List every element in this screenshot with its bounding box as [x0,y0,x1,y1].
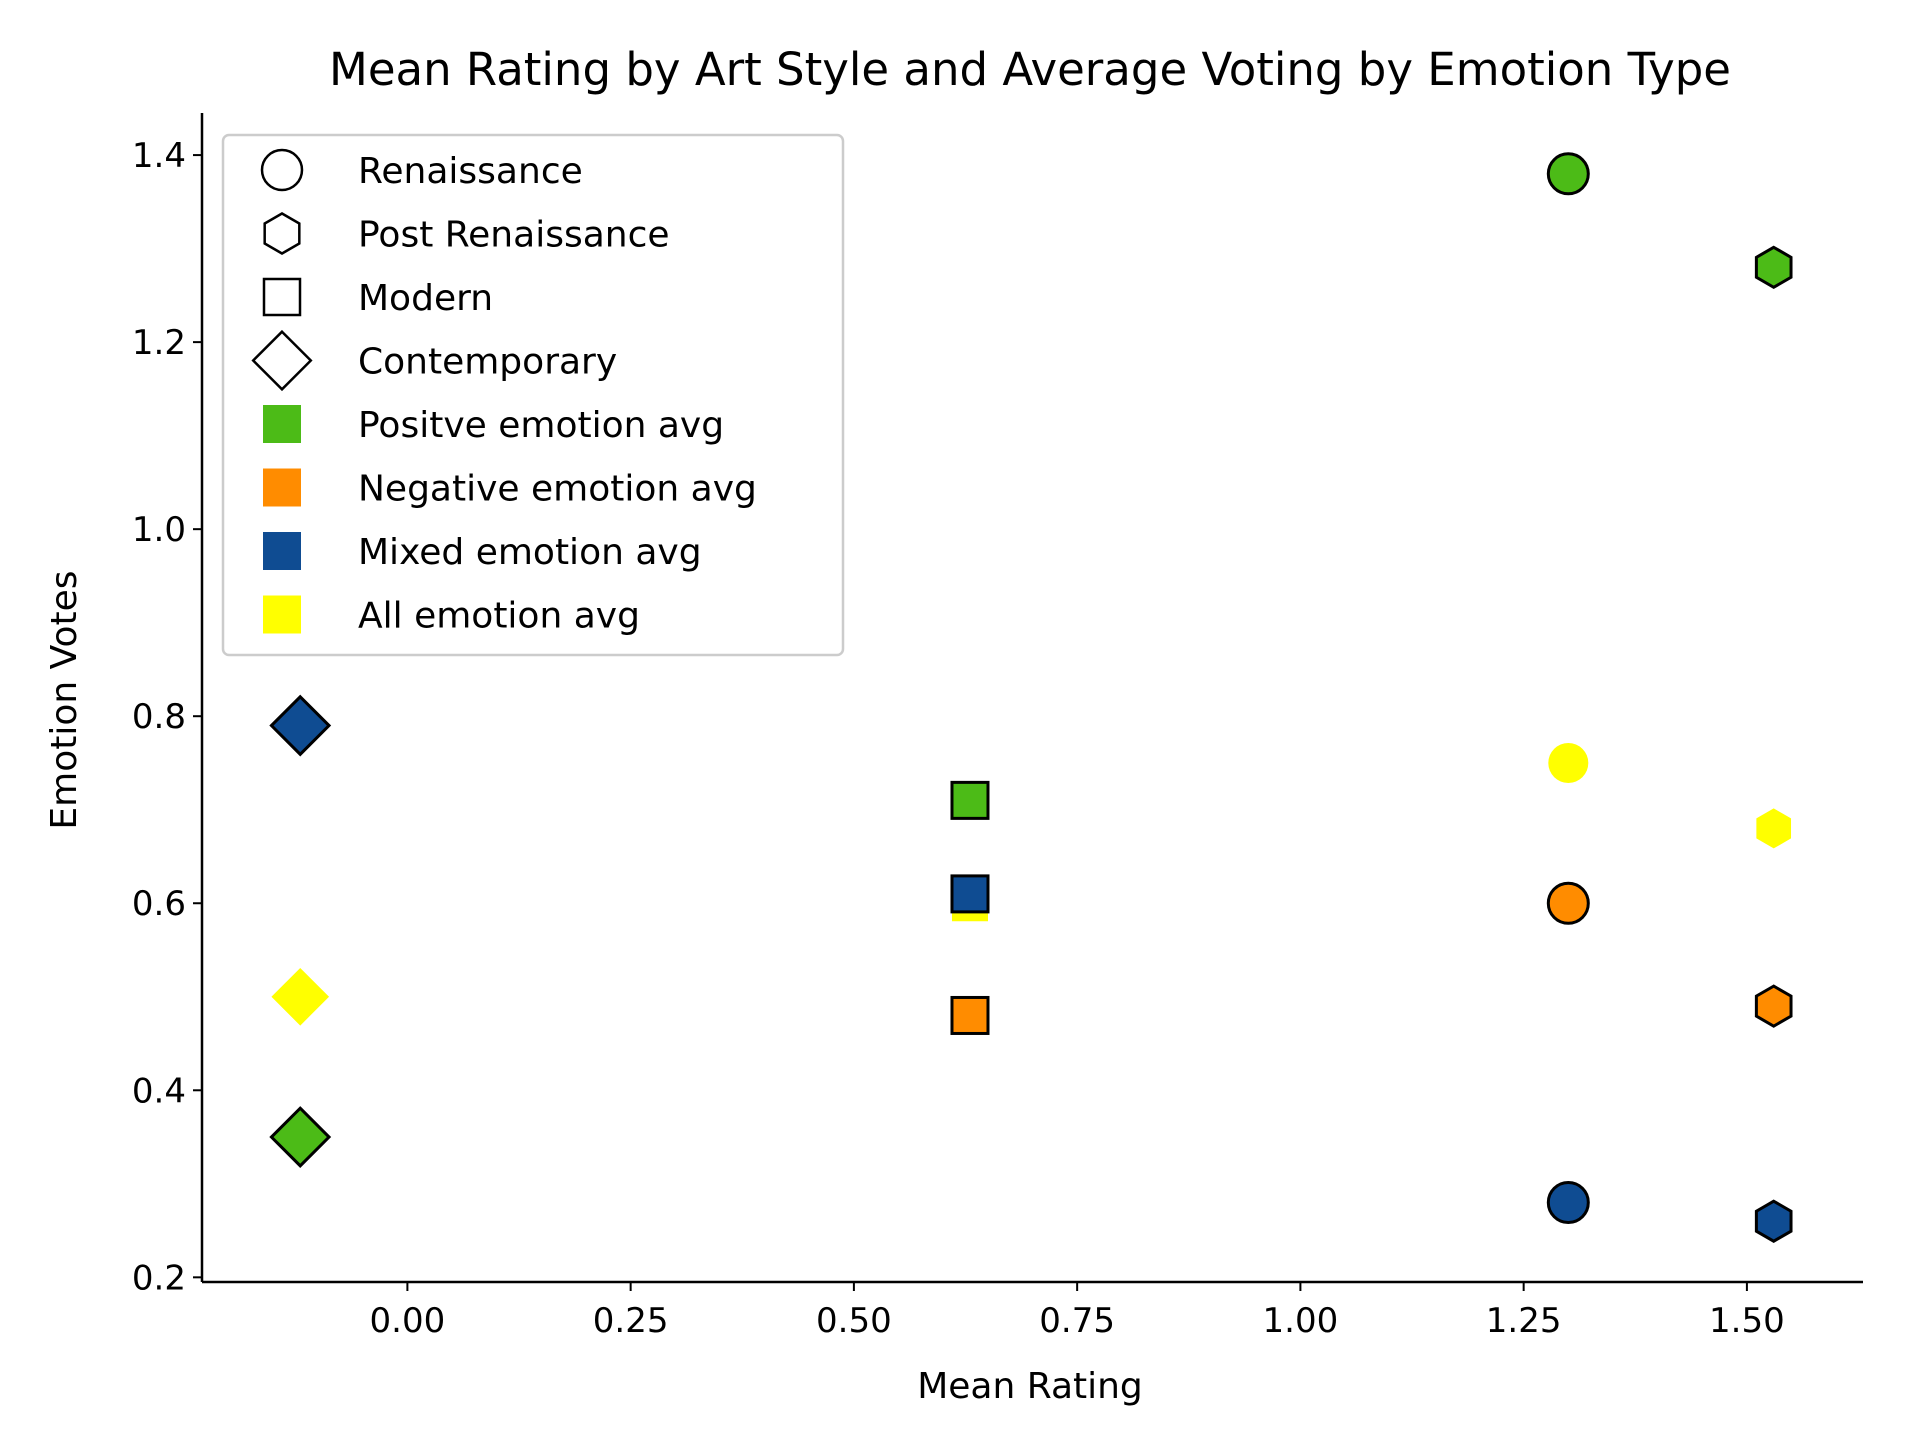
axes: 0.00 0.25 0.50 0.75 1.00 1.25 1.50 0.2 0.4 0.6 0.8… [132,113,1863,1341]
point-mixed-diamond [269,694,332,757]
legend-marker-square [262,277,302,317]
legend-label: Mixed emotion avg [358,532,702,573]
y-tick-label: 0.8 [132,697,186,737]
x-axis-label: Mean Rating [917,1366,1143,1407]
x-tick-label: 0.25 [593,1301,669,1341]
point-mixed-hexagon [1754,1199,1793,1243]
y-tick-label: 1.0 [132,510,186,550]
point-positve-diamond [269,1106,332,1168]
legend-box [221,133,845,657]
legend-marker-diamond [251,329,313,392]
legend-label: Renaissance [358,151,583,192]
point-all-hexagon [1756,808,1792,849]
point-positve-hexagon [1754,245,1793,290]
point-all-circle [1548,742,1589,783]
legend-swatch-mixed [263,532,301,570]
y-axis-label: Emotion Votes [44,570,85,829]
x-tick-label: 0.00 [370,1301,446,1341]
legend-label: Positve emotion avg [358,405,724,446]
data-points [269,152,1793,1243]
legend-label: Contemporary [358,342,617,383]
point-mixed-square [950,874,990,914]
legend-swatch-negative [263,468,301,507]
x-tick-label: 1.00 [1263,1301,1339,1341]
point-mixed-circle [1546,1181,1590,1225]
y-tick-label: 1.2 [132,323,186,363]
legend-swatch-all [263,595,301,634]
legend-label: Post Renaissance [358,215,670,256]
legend-label: Negative emotion avg [358,469,757,510]
x-tick-label: 0.75 [1039,1301,1115,1341]
y-tick-label: 1.4 [132,136,186,176]
point-negative-square [950,995,990,1035]
legend-marker-hexagon [263,212,301,255]
chart-title: Mean Rating by Art Style and Average Vot… [329,43,1731,96]
legend-label: All emotion avg [358,596,640,637]
point-all-diamond [271,967,330,1026]
point-negative-hexagon [1754,984,1793,1028]
legend-swatch-positve [263,405,301,443]
x-tick-label: 1.25 [1486,1301,1562,1341]
point-negative-circle [1546,881,1590,925]
x-tick-label: 1.50 [1709,1301,1785,1341]
point-positve-square [950,780,990,820]
x-tick-label: 0.50 [816,1301,892,1341]
y-tick-label: 0.6 [132,884,186,924]
legend-label: Modern [358,278,493,319]
legend-marker-circle [260,148,304,192]
legend: Renaissance Post Renaissance Modern Contemp… [221,133,845,657]
y-tick-label: 0.4 [132,1071,186,1111]
point-positve-circle [1546,152,1590,196]
y-tick-label: 0.2 [132,1258,186,1298]
